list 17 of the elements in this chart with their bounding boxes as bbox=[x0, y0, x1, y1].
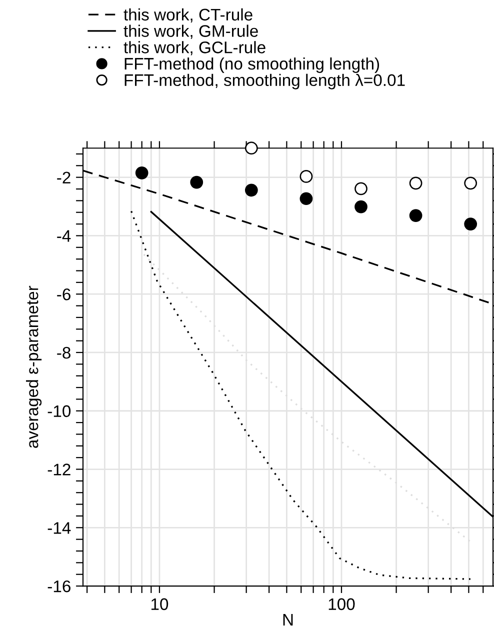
y-tick-label: -4 bbox=[57, 230, 71, 242]
y-tick-label: -14 bbox=[48, 522, 71, 534]
y-tick-label: -12 bbox=[48, 464, 70, 476]
legend-label: this work, GCL-rule bbox=[124, 41, 266, 56]
x-tick-label: 10 bbox=[151, 598, 168, 610]
y-tick-label: -2 bbox=[57, 172, 70, 184]
y-tick-label: -8 bbox=[57, 346, 70, 359]
x-tick-label: 100 bbox=[328, 598, 355, 610]
y-tick-label: -6 bbox=[57, 288, 70, 300]
y-tick-label: -16 bbox=[48, 580, 70, 592]
legend-label: this work, CT-rule bbox=[124, 8, 252, 23]
legend-label: FFT-method (no smoothing length) bbox=[124, 57, 380, 73]
legend-label: FFT-method, smoothing length λ=0.01 bbox=[124, 74, 405, 90]
y-tick-label: -10 bbox=[48, 405, 71, 418]
y-axis-title: averaged ε-parameter bbox=[26, 286, 42, 448]
x-axis-title: N bbox=[283, 614, 293, 626]
legend-label: this work, GM-rule bbox=[124, 24, 258, 39]
